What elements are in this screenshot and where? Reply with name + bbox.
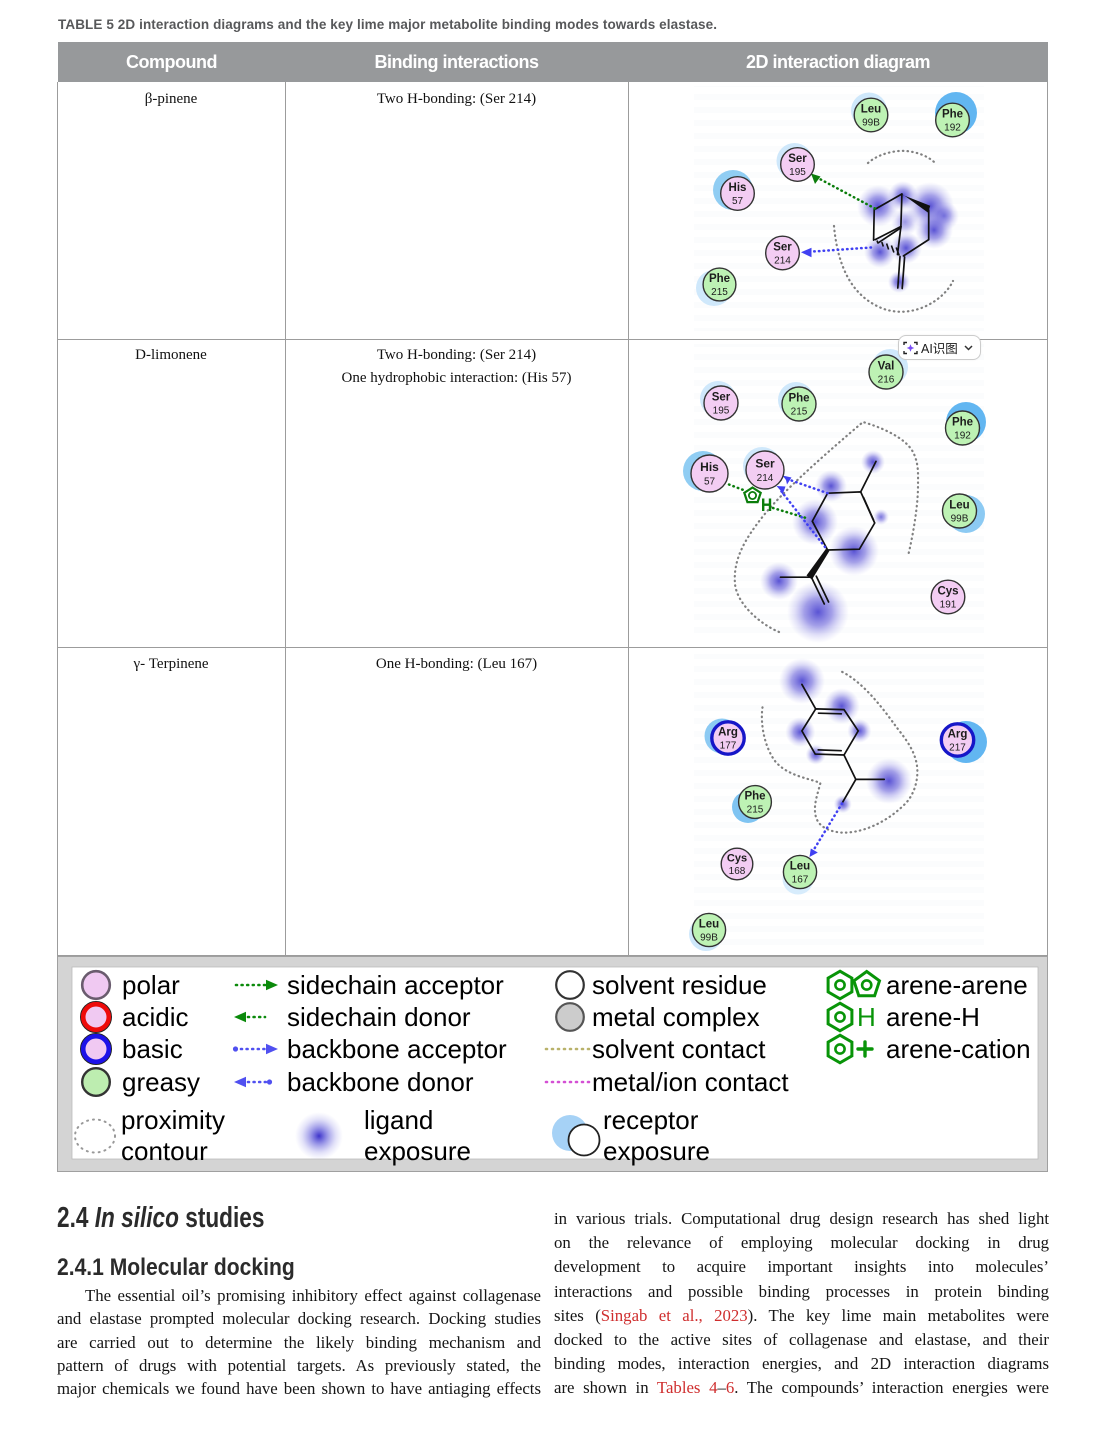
svg-text:solvent residue: solvent residue — [592, 970, 767, 1000]
svg-text:metal/ion contact: metal/ion contact — [592, 1067, 789, 1097]
svg-text:Leu: Leu — [790, 861, 810, 873]
svg-text:His: His — [729, 182, 747, 194]
svg-text:99B: 99B — [862, 118, 880, 129]
svg-text:Arg: Arg — [718, 727, 738, 739]
svg-text:Cys: Cys — [937, 586, 958, 598]
svg-text:basic: basic — [122, 1034, 183, 1064]
svg-text:H: H — [857, 1002, 876, 1032]
svg-text:191: 191 — [940, 600, 957, 611]
svg-text:greasy: greasy — [122, 1067, 200, 1097]
svg-text:57: 57 — [704, 477, 716, 488]
svg-text:Cys: Cys — [727, 853, 747, 865]
svg-text:195: 195 — [789, 167, 806, 178]
svg-text:99B: 99B — [700, 933, 718, 944]
svg-text:arene-H: arene-H — [886, 1002, 980, 1032]
svg-text:99B: 99B — [951, 514, 969, 525]
svg-text:215: 215 — [747, 805, 764, 816]
svg-text:His: His — [700, 460, 719, 474]
svg-text:Ser: Ser — [773, 242, 792, 254]
svg-text:Phe: Phe — [744, 791, 765, 803]
svg-text:Leu: Leu — [949, 500, 969, 512]
svg-text:Ser: Ser — [788, 153, 807, 165]
svg-text:Ser: Ser — [755, 457, 775, 471]
svg-text:acidic: acidic — [122, 1002, 188, 1032]
svg-text:216: 216 — [878, 375, 895, 386]
svg-text:177: 177 — [720, 741, 737, 752]
svg-text:192: 192 — [954, 431, 971, 442]
svg-text:214: 214 — [774, 256, 791, 267]
svg-text:Ser: Ser — [712, 392, 731, 404]
svg-text:Phe: Phe — [952, 417, 973, 429]
svg-text:exposure: exposure — [603, 1136, 710, 1166]
svg-text:metal complex: metal complex — [592, 1002, 760, 1032]
svg-text:polar: polar — [122, 970, 180, 1000]
svg-text:sidechain acceptor: sidechain acceptor — [287, 970, 504, 1000]
svg-text:proximity: proximity — [121, 1105, 225, 1135]
svg-text:backbone acceptor: backbone acceptor — [287, 1034, 507, 1064]
svg-text:ligand: ligand — [364, 1105, 433, 1135]
svg-text:Phe: Phe — [709, 273, 730, 285]
svg-text:57: 57 — [732, 196, 744, 207]
svg-text:168: 168 — [729, 866, 746, 877]
svg-text:arene-cation: arene-cation — [886, 1034, 1031, 1064]
svg-text:217: 217 — [949, 743, 966, 754]
svg-text:Leu: Leu — [861, 104, 881, 116]
svg-text:195: 195 — [713, 406, 730, 417]
svg-text:Arg: Arg — [948, 729, 968, 741]
svg-text:Leu: Leu — [699, 919, 719, 931]
svg-text:215: 215 — [791, 407, 808, 418]
svg-text:167: 167 — [792, 875, 809, 886]
svg-text:contour: contour — [121, 1136, 208, 1166]
svg-text:backbone donor: backbone donor — [287, 1067, 474, 1097]
svg-text:arene-arene: arene-arene — [886, 970, 1028, 1000]
svg-text:192: 192 — [944, 123, 961, 134]
svg-text:214: 214 — [757, 473, 774, 484]
svg-text:receptor: receptor — [603, 1105, 699, 1135]
svg-text:215: 215 — [711, 287, 728, 298]
svg-text:exposure: exposure — [364, 1136, 471, 1166]
svg-text:Phe: Phe — [788, 393, 809, 405]
svg-text:Phe: Phe — [942, 109, 963, 121]
svg-text:solvent contact: solvent contact — [592, 1034, 766, 1064]
svg-text:Val: Val — [878, 361, 895, 373]
svg-text:sidechain donor: sidechain donor — [287, 1002, 471, 1032]
